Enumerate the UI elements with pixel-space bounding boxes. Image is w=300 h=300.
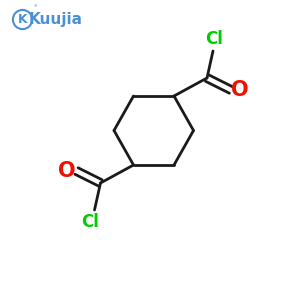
Text: K: K xyxy=(18,13,27,26)
Text: °: ° xyxy=(33,5,37,11)
Text: Cl: Cl xyxy=(206,30,224,48)
Text: O: O xyxy=(58,161,76,181)
Text: Kuujia: Kuujia xyxy=(28,12,82,27)
Text: O: O xyxy=(231,80,249,100)
Text: Cl: Cl xyxy=(81,213,99,231)
